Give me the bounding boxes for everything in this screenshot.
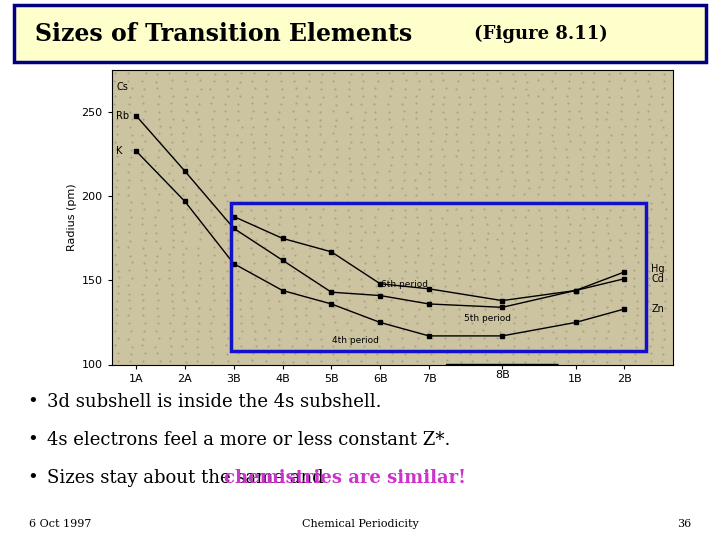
Text: 36: 36	[677, 519, 691, 529]
Y-axis label: Radius (pm): Radius (pm)	[67, 184, 77, 251]
Text: 6 Oct 1997: 6 Oct 1997	[29, 519, 91, 529]
Text: Cd: Cd	[651, 274, 664, 284]
Text: Sizes stay about the same and: Sizes stay about the same and	[47, 469, 329, 487]
Text: 8B: 8B	[495, 369, 510, 380]
Text: 3d subshell is inside the 4s subshell.: 3d subshell is inside the 4s subshell.	[47, 393, 382, 411]
Text: K: K	[117, 146, 123, 156]
Text: 4s electrons feel a more or less constant Z*.: 4s electrons feel a more or less constan…	[47, 431, 450, 449]
Text: Rb: Rb	[117, 111, 130, 120]
Bar	[231, 203, 647, 351]
Text: Zn: Zn	[651, 304, 664, 314]
Text: 6th period: 6th period	[381, 280, 428, 289]
Text: •: •	[27, 431, 38, 449]
Text: Chemical Periodicity: Chemical Periodicity	[302, 519, 418, 529]
Text: Hg: Hg	[651, 264, 665, 274]
Text: chemistries are similar!: chemistries are similar!	[224, 469, 466, 487]
Text: 4th period: 4th period	[333, 336, 379, 345]
Text: •: •	[27, 469, 38, 487]
Text: Sizes of Transition Elements: Sizes of Transition Elements	[35, 22, 413, 46]
Text: •: •	[27, 393, 38, 411]
Text: 5th period: 5th period	[464, 314, 511, 323]
Text: Cs: Cs	[117, 82, 128, 92]
Text: (Figure 8.11): (Figure 8.11)	[474, 25, 608, 43]
FancyBboxPatch shape	[14, 5, 706, 62]
